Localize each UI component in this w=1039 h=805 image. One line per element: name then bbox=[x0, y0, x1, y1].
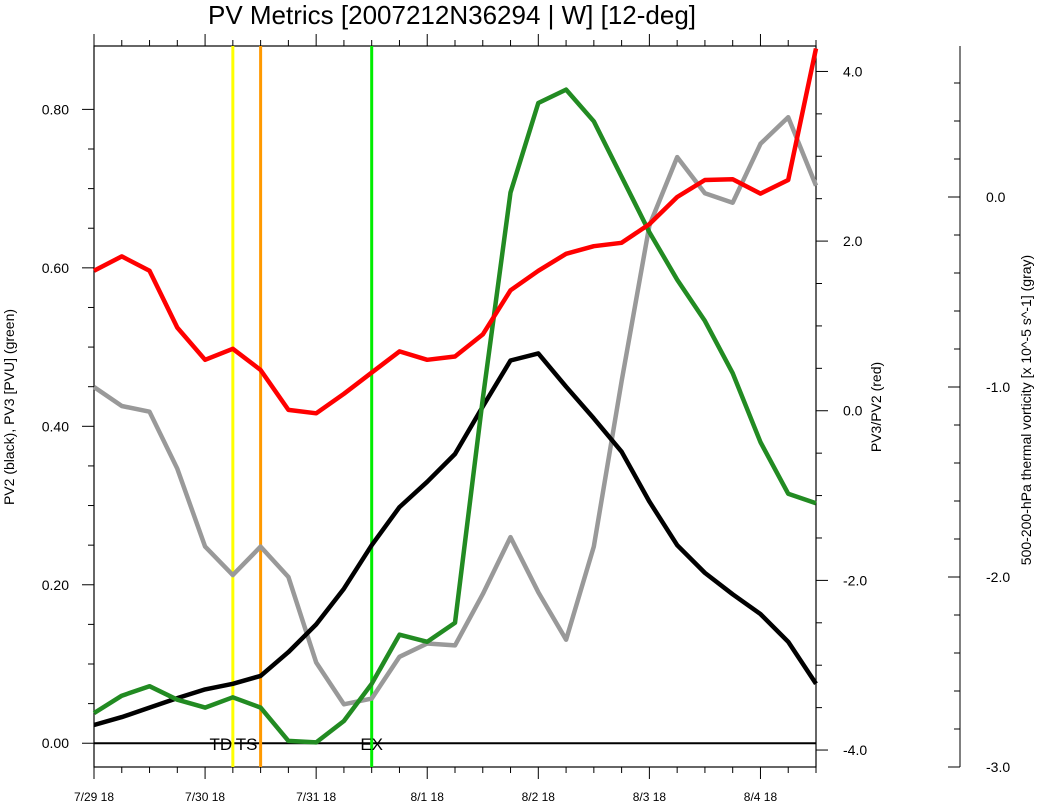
vorticity-tick-label: 0.0 bbox=[986, 189, 1006, 205]
event-label-td: TD bbox=[210, 735, 233, 754]
series-line-pv2 bbox=[93, 351, 818, 728]
x-tick-label: 8/4 18 bbox=[744, 790, 778, 804]
ratio-tick-label: 4.0 bbox=[843, 63, 863, 79]
ratio-tick-label: -2.0 bbox=[843, 572, 867, 588]
series-line-pv3 bbox=[92, 87, 817, 745]
left-y-axis-label: PV2 (black), PV3 [PVU] (green) bbox=[1, 309, 17, 505]
series-line-thermal-vorticity bbox=[92, 114, 819, 707]
series-line-pv3-pv2 bbox=[92, 48, 819, 416]
right-y-axis-vorticity: -3.0 -2.0 -1.0 0.0 bbox=[948, 46, 1010, 775]
right-y-axis-vorticity-label: 500-200-hPa thermal vorticity [x 10^-5 s… bbox=[1018, 255, 1034, 565]
event-label-ex: EX bbox=[360, 735, 383, 754]
vorticity-tick-label: -3.0 bbox=[986, 759, 1010, 775]
plot-area: TD TS EX bbox=[92, 45, 819, 768]
ratio-tick-label: 0.0 bbox=[843, 403, 863, 419]
left-tick-label: 0.60 bbox=[42, 260, 69, 276]
x-tick-label: 7/30 18 bbox=[185, 790, 225, 804]
ratio-tick-label: 2.0 bbox=[843, 233, 863, 249]
plot-frame bbox=[93, 45, 817, 768]
right-y-axis-ratio-label: PV3/PV2 (red) bbox=[868, 362, 884, 452]
vorticity-tick-label: -1.0 bbox=[986, 379, 1010, 395]
left-tick-label: 0.40 bbox=[42, 418, 69, 434]
vorticity-tick-label: -2.0 bbox=[986, 569, 1010, 585]
x-tick-label: 7/31 18 bbox=[296, 790, 336, 804]
x-tick-label: 8/3 18 bbox=[633, 790, 667, 804]
x-axis: 7/29 18 7/30 18 7/31 18 8/1 18 8/2 18 8/3 18 8… bbox=[74, 34, 817, 804]
right-y-axis-ratio: -4.0 -2.0 0.0 2.0 4.0 bbox=[816, 63, 867, 758]
x-tick-label: 7/29 18 bbox=[74, 790, 114, 804]
x-tick-label: 8/2 18 bbox=[522, 790, 556, 804]
left-tick-label: 0.00 bbox=[42, 735, 69, 751]
chart-title: PV Metrics [2007212N36294 | W] [12-deg] bbox=[208, 0, 696, 30]
left-tick-label: 0.80 bbox=[42, 101, 69, 117]
ratio-tick-label: -4.0 bbox=[843, 742, 867, 758]
left-tick-label: 0.20 bbox=[42, 577, 69, 593]
event-label-ts: TS bbox=[236, 735, 258, 754]
x-tick-label: 8/1 18 bbox=[411, 790, 445, 804]
left-y-axis: 0.00 0.20 0.40 0.60 0.80 bbox=[42, 101, 94, 751]
